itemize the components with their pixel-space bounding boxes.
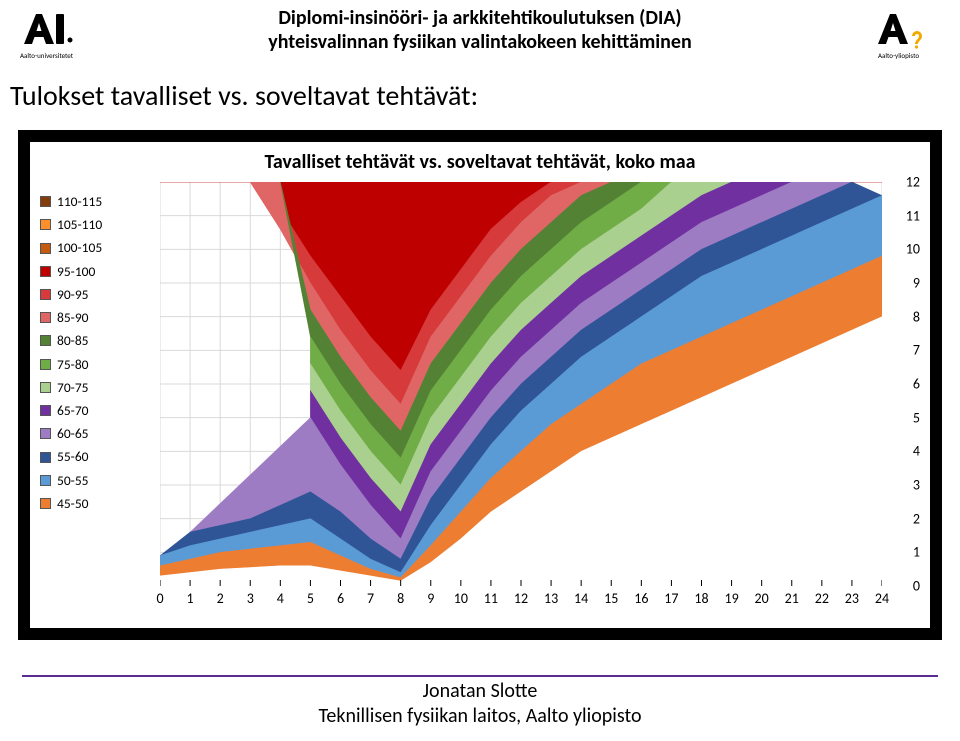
- legend-swatch: [40, 243, 51, 254]
- x-tick-label: 24: [875, 590, 889, 607]
- legend-label: 60-65: [57, 422, 89, 445]
- x-tick-label: 8: [397, 590, 404, 607]
- x-tick-label: 5: [307, 590, 314, 607]
- legend-label: 110-115: [57, 190, 102, 213]
- x-tick-label: 11: [484, 590, 498, 607]
- legend-item: 80-85: [40, 329, 150, 352]
- x-tick-label: 19: [724, 590, 738, 607]
- chart: Tavalliset tehtävät vs. soveltavat tehtä…: [30, 142, 930, 628]
- x-tick-label: 18: [694, 590, 708, 607]
- legend-item: 55-60: [40, 445, 150, 468]
- legend-label: 85-90: [57, 306, 89, 329]
- legend-swatch: [40, 312, 51, 323]
- y-tick-label: 5: [913, 409, 920, 426]
- y-tick-label: 12: [906, 174, 920, 191]
- footer: Jonatan Slotte Teknillisen fysiikan lait…: [0, 679, 960, 729]
- y-tick-label: 7: [913, 342, 920, 359]
- legend-item: 70-75: [40, 376, 150, 399]
- legend-item: 95-100: [40, 260, 150, 283]
- legend-label: 105-110: [57, 213, 102, 236]
- legend-item: 90-95: [40, 283, 150, 306]
- x-tick-label: 14: [574, 590, 588, 607]
- footer-author: Jonatan Slotte: [0, 679, 960, 704]
- y-tick-label: 0: [913, 578, 920, 595]
- x-tick-label: 6: [337, 590, 344, 607]
- x-tick-label: 0: [156, 590, 163, 607]
- legend-swatch: [40, 266, 51, 277]
- y-tick-label: 4: [913, 443, 920, 460]
- legend-swatch: [40, 382, 51, 393]
- divider: [22, 675, 938, 677]
- legend-swatch: [40, 428, 51, 439]
- legend-item: 75-80: [40, 353, 150, 376]
- x-tick-label: 16: [634, 590, 648, 607]
- x-tick-label: 13: [544, 590, 558, 607]
- header-line2: yhteisvalinnan fysiikan valintakokeen ke…: [0, 30, 960, 54]
- legend-item: 50-55: [40, 469, 150, 492]
- legend-swatch: [40, 452, 51, 463]
- x-tick-label: 23: [845, 590, 859, 607]
- header: Diplomi-insinööri- ja arkkitehtikoulutuk…: [0, 6, 960, 54]
- slide: Aalto-universitetet Aalto-yliopisto Dipl…: [0, 0, 960, 741]
- x-tick-label: 20: [755, 590, 769, 607]
- legend-label: 80-85: [57, 329, 89, 352]
- legend-swatch: [40, 289, 51, 300]
- legend-label: 45-50: [57, 492, 89, 515]
- legend-item: 110-115: [40, 190, 150, 213]
- legend-label: 70-75: [57, 376, 89, 399]
- y-axis-labels: 0123456789101112: [890, 182, 920, 586]
- y-tick-label: 10: [906, 241, 920, 258]
- legend-label: 90-95: [57, 283, 89, 306]
- legend-item: 105-110: [40, 213, 150, 236]
- y-tick-label: 6: [913, 376, 920, 393]
- legend-label: 65-70: [57, 399, 89, 422]
- x-tick-label: 22: [815, 590, 829, 607]
- legend-label: 50-55: [57, 469, 89, 492]
- x-tick-label: 4: [277, 590, 284, 607]
- legend-label: 55-60: [57, 445, 89, 468]
- x-tick-label: 17: [664, 590, 678, 607]
- legend-label: 100-105: [57, 236, 102, 259]
- x-tick-label: 1: [187, 590, 194, 607]
- header-line1: Diplomi-insinööri- ja arkkitehtikoulutuk…: [0, 6, 960, 30]
- legend-item: 45-50: [40, 492, 150, 515]
- legend-item: 100-105: [40, 236, 150, 259]
- legend-item: 60-65: [40, 422, 150, 445]
- legend: 110-115105-110100-10595-10090-9585-9080-…: [40, 190, 150, 515]
- x-tick-label: 21: [785, 590, 799, 607]
- x-axis-labels: 0123456789101112131415161718192021222324: [160, 590, 882, 610]
- y-tick-label: 8: [913, 308, 920, 325]
- legend-label: 75-80: [57, 353, 89, 376]
- legend-swatch: [40, 196, 51, 207]
- legend-swatch: [40, 405, 51, 416]
- x-tick-label: 9: [427, 590, 434, 607]
- legend-swatch: [40, 475, 51, 486]
- y-tick-label: 11: [906, 207, 920, 224]
- x-tick-label: 10: [454, 590, 468, 607]
- x-tick-label: 7: [367, 590, 374, 607]
- x-tick-label: 12: [514, 590, 528, 607]
- y-tick-label: 9: [913, 275, 920, 292]
- legend-swatch: [40, 359, 51, 370]
- legend-item: 85-90: [40, 306, 150, 329]
- x-tick-label: 15: [604, 590, 618, 607]
- subtitle: Tulokset tavalliset vs. soveltavat tehtä…: [10, 78, 478, 113]
- footer-affiliation: Teknillisen fysiikan laitos, Aalto yliop…: [0, 704, 960, 729]
- plot-area: [160, 182, 882, 586]
- legend-label: 95-100: [57, 260, 95, 283]
- x-tick-label: 2: [217, 590, 224, 607]
- y-tick-label: 2: [913, 510, 920, 527]
- legend-swatch: [40, 498, 51, 509]
- y-tick-label: 1: [913, 544, 920, 561]
- chart-title: Tavalliset tehtävät vs. soveltavat tehtä…: [30, 150, 930, 174]
- y-tick-label: 3: [913, 477, 920, 494]
- legend-swatch: [40, 335, 51, 346]
- legend-item: 65-70: [40, 399, 150, 422]
- chart-frame: Tavalliset tehtävät vs. soveltavat tehtä…: [18, 130, 942, 640]
- x-tick-label: 3: [247, 590, 254, 607]
- legend-swatch: [40, 219, 51, 230]
